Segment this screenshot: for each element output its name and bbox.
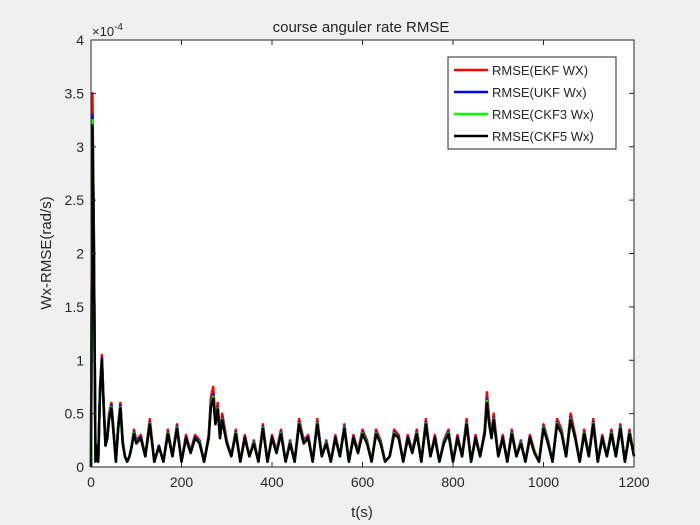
y-tick-label: 3.5 <box>65 85 85 101</box>
legend-label: RMSE(CKF5 Wx) <box>492 129 594 144</box>
x-tick-label: 400 <box>260 474 284 490</box>
axis-exponent-power: -4 <box>114 22 123 33</box>
x-tick-label: 1200 <box>618 474 649 490</box>
axis-exponent: ×10-4 <box>92 22 123 39</box>
x-tick-label: 0 <box>87 474 95 490</box>
y-tick-label: 2 <box>76 246 84 262</box>
y-tick-label: 0.5 <box>65 406 85 422</box>
y-tick-label: 0 <box>76 459 84 475</box>
y-tick-label: 1 <box>76 352 84 368</box>
x-tick-label: 800 <box>441 474 465 490</box>
axis-exponent-base: ×10 <box>92 24 114 39</box>
y-tick-label: 3 <box>76 139 84 155</box>
y-axis-label: Wx-RMSE(rad/s) <box>38 196 55 309</box>
y-tick-label: 4 <box>76 32 84 48</box>
legend-box <box>447 56 617 150</box>
legend-label: RMSE(EKF WX) <box>492 63 588 78</box>
series-layer <box>89 92 636 468</box>
y-tick-label: 2.5 <box>65 192 85 208</box>
series-line-4 <box>89 124 636 468</box>
legend: RMSE(EKF WX) RMSE(UKF Wx) RMSE(CKF3 Wx) RMS… <box>447 56 617 150</box>
x-axis-label: t(s) <box>351 504 373 521</box>
x-tick-label: 600 <box>351 474 375 490</box>
x-tick-label: 200 <box>170 474 194 490</box>
legend-label: RMSE(CKF3 Wx) <box>492 107 594 122</box>
y-tick-label: 1.5 <box>65 299 85 315</box>
tick-layer: 0 200 400 600 800 1000 1200 0 0.5 1 1.5 2 2.5 3 3.5 4 <box>65 32 650 490</box>
x-tick-label: 1000 <box>528 474 559 490</box>
chart-title: course anguler rate RMSE <box>273 19 450 36</box>
legend-label: RMSE(UKF Wx) <box>492 85 587 100</box>
